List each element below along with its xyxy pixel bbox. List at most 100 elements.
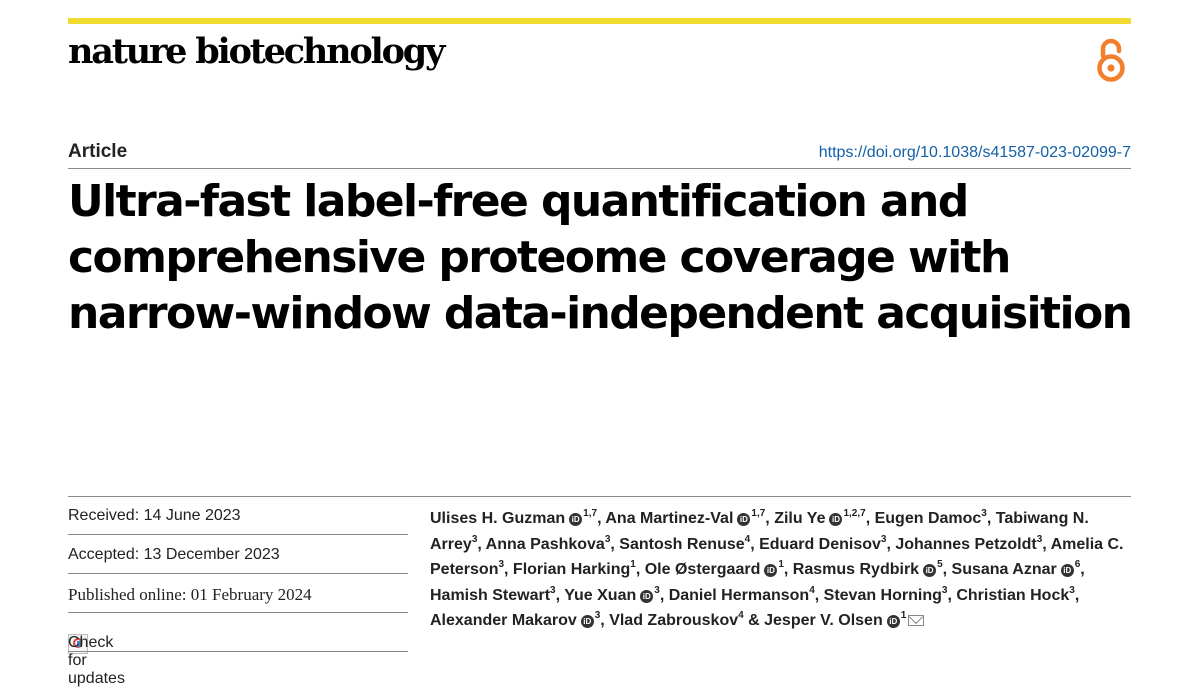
author-separator: , — [610, 535, 620, 553]
author-separator: , — [865, 510, 875, 527]
received-date: Received: 14 June 2023 — [68, 507, 241, 524]
author-affiliation[interactable]: 4 — [744, 533, 751, 545]
author-affiliation[interactable]: 3 — [1069, 584, 1075, 596]
author-affiliation[interactable]: 1,7 — [583, 508, 598, 519]
author-separator: , — [886, 535, 896, 553]
author-separator: , — [555, 586, 565, 604]
check-for-updates-label: Check for updates — [68, 634, 125, 687]
orcid-icon[interactable]: iD — [1060, 564, 1074, 578]
author-separator: , — [597, 510, 606, 527]
author-affiliation[interactable]: 1,2,7 — [843, 508, 866, 519]
doi-link[interactable]: https://doi.org/10.1038/s41587-023-02099… — [818, 144, 1131, 161]
orcid-icon[interactable]: iD — [764, 564, 778, 578]
mail-icon[interactable] — [908, 615, 925, 627]
author-entry: Rasmus Rydbirk iD5, — [792, 559, 952, 579]
author-affiliation[interactable]: 3 — [941, 584, 948, 596]
author-entry: Jesper V. Olsen iD1 — [764, 610, 925, 630]
divider — [68, 612, 408, 613]
author-name[interactable]: Yue Xuan — [564, 586, 637, 604]
author-name[interactable]: Alexander Makarov — [430, 612, 577, 630]
meta-divider — [68, 496, 1131, 497]
author-affiliation[interactable]: 1 — [778, 559, 784, 571]
author-name[interactable]: Vlad Zabrouskov — [609, 612, 739, 630]
author-affiliation[interactable]: 3 — [604, 533, 611, 545]
author-entry: Florian Harking1, — [512, 559, 645, 579]
article-dates: Received: 14 June 2023 Accepted: 13 Dece… — [68, 496, 408, 687]
orcid-icon[interactable]: iD — [580, 615, 594, 629]
article-type: Article — [68, 141, 128, 162]
author-entry: Amelia C. Peterson3, — [430, 536, 1124, 579]
author-affiliation[interactable]: 3 — [880, 533, 887, 545]
journal-name[interactable]: nature biotechnology — [68, 31, 445, 72]
author-name[interactable]: Santosh Renuse — [619, 535, 745, 553]
author-separator: , — [986, 510, 996, 527]
author-name[interactable]: Jesper V. Olsen — [764, 612, 883, 630]
author-separator: , — [814, 586, 824, 604]
author-entry: Susana Aznar iD6, — [951, 559, 1085, 579]
author-separator: , — [783, 561, 793, 579]
author-separator: , — [1080, 561, 1085, 579]
author-separator: , — [635, 561, 645, 579]
author-entry: Ole Østergaard iD1, — [644, 559, 793, 579]
author-name[interactable]: Susana Aznar — [951, 561, 1057, 579]
author-name[interactable]: Ole Østergaard — [644, 561, 761, 579]
author-name[interactable]: Daniel Hermanson — [668, 586, 810, 604]
author-name[interactable]: Hamish Stewart — [430, 586, 551, 604]
author-name[interactable]: Rasmus Rydbirk — [792, 561, 920, 579]
orcid-icon[interactable]: iD — [923, 564, 937, 578]
author-name[interactable]: Christian Hock — [956, 586, 1070, 604]
author-separator: , — [659, 586, 669, 604]
author-entry: Zilu Ye iD1,2,7, — [774, 508, 875, 528]
author-affiliation[interactable]: 3 — [594, 610, 601, 622]
author-affiliation[interactable]: 1,7 — [751, 508, 766, 519]
orcid-icon[interactable]: iD — [829, 513, 843, 526]
author-affiliation[interactable]: 4 — [809, 584, 815, 596]
published-date: Published online: 01 February 2024 — [68, 585, 312, 604]
author-separator: , — [765, 510, 775, 527]
author-entry: Stevan Horning3, — [823, 584, 957, 604]
author-name[interactable]: Eugen Damoc — [874, 510, 982, 527]
author-affiliation[interactable]: 3 — [654, 584, 660, 596]
divider — [68, 651, 408, 652]
orcid-icon[interactable]: iD — [569, 513, 583, 526]
orcid-icon[interactable]: iD — [640, 589, 654, 603]
author-name[interactable]: Eduard Denisov — [759, 535, 881, 553]
author-affiliation[interactable]: 5 — [937, 559, 943, 571]
author-entry: Yue Xuan iD3, — [564, 584, 669, 604]
author-name[interactable]: Ana Martinez-Val — [605, 510, 734, 527]
author-separator: & — [743, 612, 765, 630]
author-affiliation[interactable]: 1 — [900, 610, 907, 622]
published-row: Published online: 01 February 2024 — [68, 574, 408, 613]
author-affiliation[interactable]: 6 — [1074, 559, 1081, 571]
author-entry: Tabiwang N. Arrey3, — [430, 510, 1089, 553]
author-separator: , — [947, 586, 957, 604]
author-name[interactable]: Anna Pashkova — [485, 535, 605, 553]
author-name[interactable]: Johannes Petzoldt — [895, 535, 1037, 553]
author-entry: Ana Martinez-Val iD1,7, — [605, 508, 775, 528]
author-affiliation[interactable]: 4 — [738, 610, 744, 622]
author-affiliation[interactable]: 1 — [630, 559, 636, 571]
author-separator: , — [750, 535, 760, 553]
author-separator: , — [1074, 586, 1080, 604]
author-entry: Christian Hock3, — [956, 584, 1080, 604]
orcid-icon[interactable]: iD — [737, 513, 751, 526]
author-name[interactable]: Ulises H. Guzman — [430, 510, 566, 527]
author-affiliation[interactable]: 3 — [498, 559, 505, 571]
author-affiliation[interactable]: 3 — [1036, 533, 1043, 545]
author-affiliation[interactable]: 3 — [471, 533, 478, 545]
author-entry: Santosh Renuse4, — [619, 533, 760, 553]
open-access-icon[interactable] — [1094, 36, 1128, 84]
author-name[interactable]: Stevan Horning — [823, 586, 942, 604]
received-row: Received: 14 June 2023 — [68, 496, 408, 535]
author-entry: Anna Pashkova3, — [485, 533, 620, 553]
author-entry: Johannes Petzoldt3, — [895, 533, 1050, 553]
author-name[interactable]: Amelia C. Peterson — [430, 535, 1124, 579]
author-entry: Hamish Stewart3, — [430, 584, 565, 604]
author-affiliation[interactable]: 3 — [981, 508, 987, 519]
author-name[interactable]: Florian Harking — [512, 561, 631, 579]
author-affiliation[interactable]: 3 — [550, 584, 556, 596]
author-list: Ulises H. Guzman iD1,7, Ana Martinez-Val i… — [430, 506, 1130, 634]
author-name[interactable]: Tabiwang N. Arrey — [430, 510, 1089, 553]
author-name[interactable]: Zilu Ye — [774, 510, 826, 527]
orcid-icon[interactable]: iD — [886, 615, 900, 629]
